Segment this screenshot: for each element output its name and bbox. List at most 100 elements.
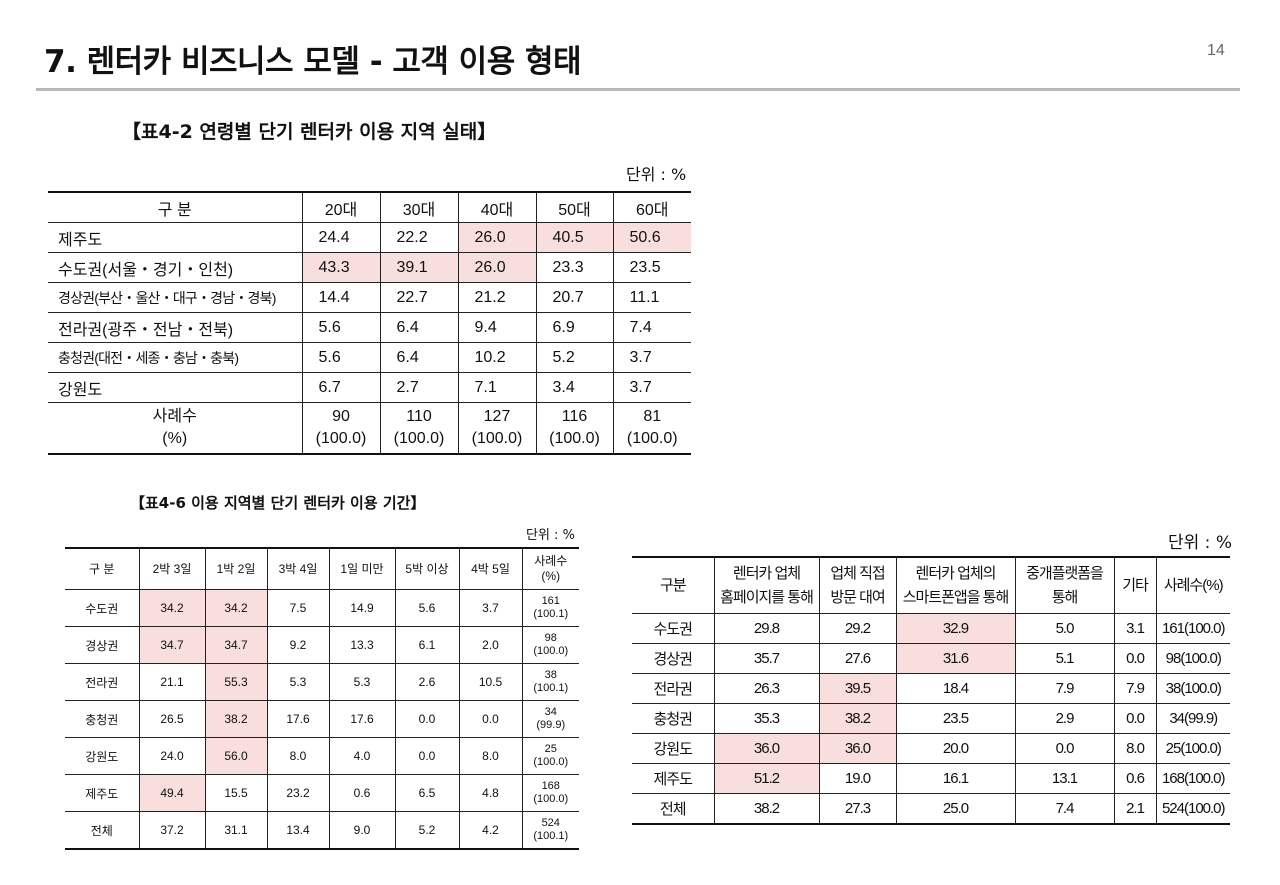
table-cell: 161(100.0)	[1155, 613, 1230, 644]
table-row: 경상권 35.7 27.6 31.6 5.1 0.0 98(100.0)	[632, 643, 1230, 674]
table-cell: 19.0	[818, 763, 897, 794]
sample-count: 110	[406, 408, 432, 425]
table-cell: 3.7	[612, 372, 691, 403]
table-cell: 20.7	[535, 282, 614, 313]
header-line2: 방문 대여	[830, 588, 885, 606]
row-label: 충청권	[632, 703, 715, 734]
sample-count: 98	[544, 632, 557, 644]
table-cell: 13.4	[266, 811, 330, 850]
table3-header-cell: 구분	[632, 556, 715, 614]
table-cell: 37.2	[138, 811, 206, 850]
sample-count: 90	[332, 408, 350, 425]
table2-header-cell: 4박 5일	[458, 547, 523, 590]
table-cell: 16.1	[895, 763, 1016, 794]
table-cell: 9.4	[457, 312, 537, 343]
table-cell: 25(100.0)	[1155, 733, 1230, 764]
sample-percent: (100.0)	[471, 430, 523, 447]
row-label: 강원도	[48, 372, 303, 403]
table-cell: 11.1	[612, 282, 691, 313]
table-cell-highlighted: 38.2	[204, 700, 268, 738]
table-cell: 7.9	[1113, 673, 1157, 704]
table-row: 강원도 24.0 56.0 8.0 4.0 0.0 8.0 25 (100.0)	[65, 737, 579, 775]
table2-header-cell: 1일 미만	[328, 547, 396, 590]
table1-caption: 【표4-2 연령별 단기 렌터카 이용 지역 실태】	[122, 121, 497, 143]
sample-percent: (100.0)	[533, 793, 569, 805]
table-row: 제주도 49.4 15.5 23.2 0.6 6.5 4.8 168 (100.0…	[65, 774, 579, 812]
table-cell-highlighted: 38.2	[818, 703, 897, 734]
table2-caption: 【표4-6 이용 지역별 단기 렌터카 이용 기간】	[130, 494, 426, 512]
table1-header-cell: 60대	[612, 191, 691, 223]
table-cell: 3.1	[1113, 613, 1157, 644]
table2-header-cell: 2박 3일	[138, 547, 206, 590]
table-cell: 168(100.0)	[1155, 763, 1230, 794]
count-cell: 168 (100.0)	[521, 774, 579, 812]
table-cell-highlighted: 50.6	[612, 222, 691, 253]
table-row: 전라권 21.1 55.3 5.3 5.3 2.6 10.5 38 (100.1)	[65, 663, 579, 701]
table-cell-highlighted: 34.7	[138, 626, 206, 664]
table-cell: 26.5	[138, 700, 206, 738]
table-cell: 18.4	[895, 673, 1016, 704]
table-cell: 29.8	[713, 613, 820, 644]
table-cell: 7.9	[1014, 673, 1115, 704]
table-cell: 0.0	[1014, 733, 1115, 764]
slide-title: 7. 렌터카 비즈니스 모델 - 고객 이용 형태	[44, 44, 582, 80]
header-line1: 중개플랫폼을	[1026, 564, 1104, 582]
sample-percent: (100.1)	[533, 682, 569, 694]
sample-count: 38	[544, 669, 557, 681]
sample-count-label-line2: (%)	[162, 430, 188, 447]
table-cell-highlighted: 36.0	[818, 733, 897, 764]
table-cell: 25.0	[895, 793, 1016, 825]
sample-count: 168	[541, 780, 560, 792]
table2-header-cell: 구 분	[65, 547, 140, 590]
table-cell: 5.6	[301, 342, 381, 373]
table-cell: 2.0	[458, 626, 523, 664]
table-cell: 22.7	[379, 282, 459, 313]
table-cell: 23.3	[535, 252, 614, 283]
table-cell: 23.2	[266, 774, 330, 812]
table-cell: 0.0	[458, 700, 523, 738]
table-cell-highlighted: 39.1	[379, 252, 459, 283]
row-label: 수도권	[632, 613, 715, 644]
table-cell: 23.5	[895, 703, 1016, 734]
sample-percent: (100.0)	[626, 430, 678, 447]
table-cell: 2.6	[394, 663, 460, 701]
table3-header-cell: 업체 직접 방문 대여	[818, 556, 897, 614]
table-cell-highlighted: 36.0	[713, 733, 820, 764]
table-cell: 14.9	[328, 589, 396, 627]
table-cell: 35.7	[713, 643, 820, 674]
sample-count: 116	[561, 408, 588, 425]
table-cell: 2.1	[1113, 793, 1157, 825]
row-label: 수도권	[65, 589, 140, 627]
table-cell-highlighted: 26.0	[457, 252, 537, 283]
table-cell: 13.3	[328, 626, 396, 664]
count-header-line1: 사례수	[534, 554, 568, 568]
table-cell: 35.3	[713, 703, 820, 734]
sample-count: 127	[483, 408, 511, 425]
row-label: 강원도	[632, 733, 715, 764]
table-row: 수도권(서울・경기・인천) 43.3 39.1 26.0 23.3 23.5	[48, 252, 691, 283]
row-label: 전라권	[65, 663, 140, 701]
table-row: 강원도 36.0 36.0 20.0 0.0 8.0 25(100.0)	[632, 733, 1230, 764]
count-header-line2: (%)	[541, 569, 561, 583]
table-row: 전체 38.2 27.3 25.0 7.4 2.1 524(100.0)	[632, 793, 1230, 825]
table-cell: 0.6	[328, 774, 396, 812]
table2-header-cell: 사례수 (%)	[521, 547, 579, 590]
table2-header-cell: 1박 2일	[204, 547, 268, 590]
sample-count: 34	[544, 706, 557, 718]
table3-unit: 단위 : %	[1168, 533, 1232, 553]
table1-header-cell: 40대	[457, 191, 537, 223]
table-cell: 4.2	[458, 811, 523, 850]
row-label: 충청권(대전・세종・충남・충북)	[48, 342, 303, 373]
table-cell-highlighted: 34.2	[204, 589, 268, 627]
table-cell: 0.6	[1113, 763, 1157, 794]
table-cell-highlighted: 34.7	[204, 626, 268, 664]
table-cell-highlighted: 49.4	[138, 774, 206, 812]
table-cell: 24.0	[138, 737, 206, 775]
table-cell-highlighted: 51.2	[713, 763, 820, 794]
sample-percent: (99.9)	[536, 719, 566, 731]
table-cell: 5.2	[535, 342, 614, 373]
table-row: 전라권 26.3 39.5 18.4 7.9 7.9 38(100.0)	[632, 673, 1230, 704]
table-cell: 0.0	[1113, 643, 1157, 674]
table-cell: 6.5	[394, 774, 460, 812]
sample-percent: (100.0)	[533, 645, 569, 657]
